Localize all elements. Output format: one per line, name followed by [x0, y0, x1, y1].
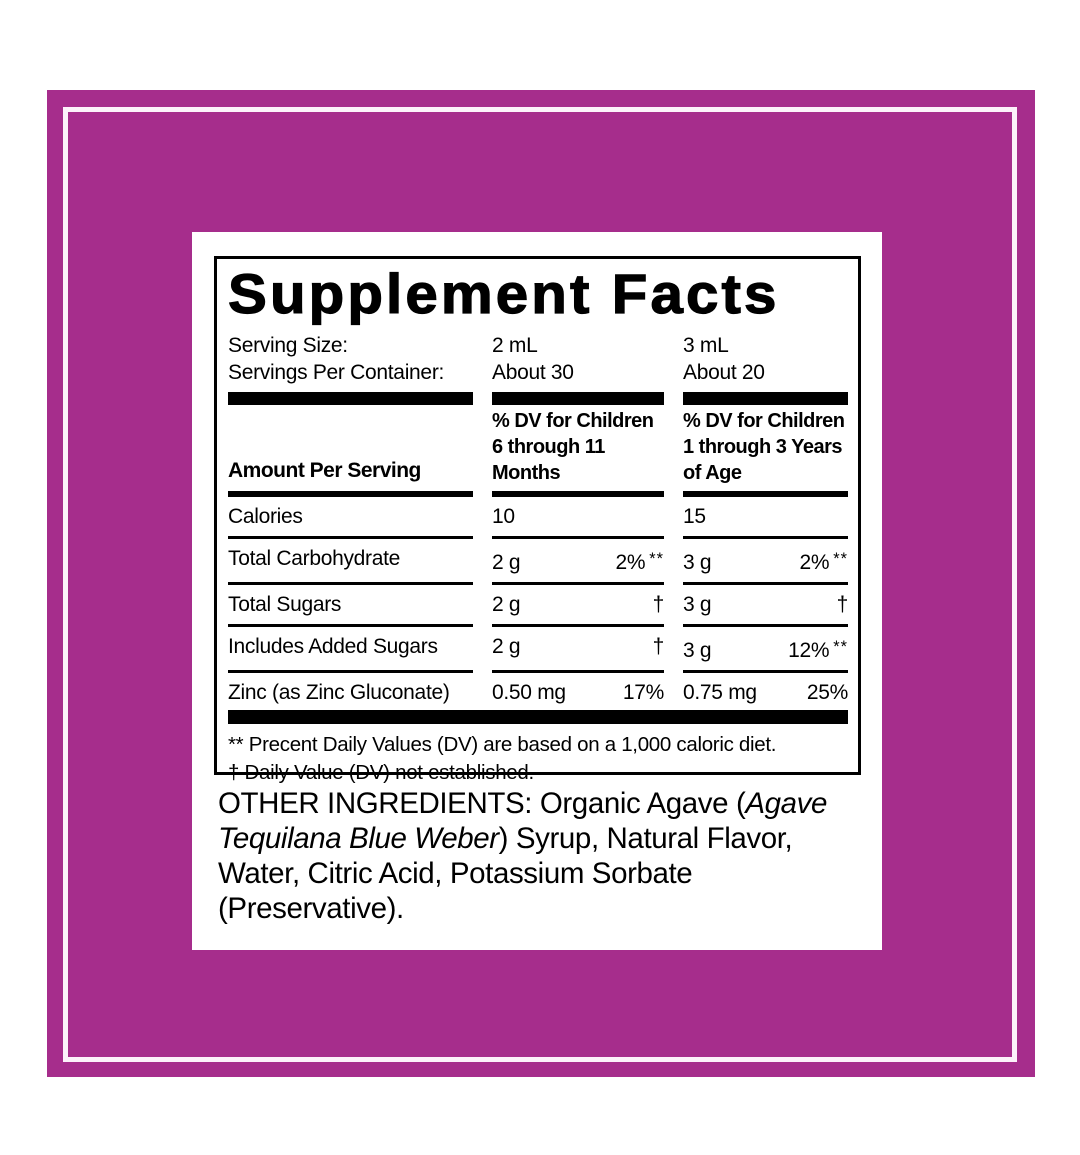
divider-bar — [228, 392, 473, 405]
nutrient-name: Includes Added Sugars — [228, 627, 473, 674]
divider-bar — [683, 392, 848, 405]
value-cell-6-11: 2 g 2% ** — [492, 539, 664, 586]
amount-value: 3 g — [683, 551, 712, 575]
serving-info-col-1-3-years: 3 mL About 20 — [683, 332, 848, 386]
other-ingredients-tail: ) Syrup, Natural Flavor, Water, Citric A… — [218, 822, 793, 925]
serving-info-col-6-11-months: 2 mL About 30 — [492, 332, 664, 386]
supplement-facts-box: Supplement Facts Serving Size: Servings … — [214, 256, 861, 784]
dv-value: 12% ** — [788, 638, 848, 663]
amount-value: 2 g — [492, 593, 521, 617]
supplement-facts-title: Supplement Facts — [227, 262, 780, 325]
footnote-dagger: † Daily Value (DV) not established. — [228, 761, 534, 785]
nutrient-name: Zinc (as Zinc Gluconate) — [228, 681, 450, 705]
dv-value: 17% — [622, 681, 664, 705]
table-header-row: Amount Per Serving % DV for Children 6 t… — [228, 408, 848, 486]
serving-info-labels: Serving Size: Servings Per Container: — [228, 332, 473, 386]
nutrient-name: Calories — [228, 497, 473, 539]
inset-border-line — [63, 107, 1017, 1062]
serving-size-value-1-3: 3 mL — [683, 334, 729, 357]
divider-bar — [683, 491, 848, 497]
dv-value: † — [652, 635, 665, 659]
dv-header-6-11-months: % DV for Children 6 through 11 Months — [492, 410, 654, 484]
table-row-added-sugars: Includes Added Sugars 2 g † 3 g 12% ** — [228, 627, 848, 674]
value-cell-1-3: 15 — [683, 497, 848, 539]
divider-bar — [492, 491, 664, 497]
divider-bar — [228, 491, 473, 497]
value-cell-1-3: 3 g † — [683, 585, 849, 628]
servings-count-1-3: About 20 — [683, 361, 765, 384]
bottom-divider-bar — [228, 710, 848, 725]
thick-divider-row — [228, 392, 848, 405]
amount-value: 15 — [683, 505, 706, 528]
value-cell-1-3: 3 g 2% ** — [683, 539, 848, 586]
footnotes: ** Precent Daily Values (DV) are based o… — [228, 731, 848, 787]
dv-value: 25% — [806, 681, 848, 705]
table-row-total-carbohydrate: Total Carbohydrate 2 g 2% ** 3 g 2% ** — [228, 539, 848, 586]
dv-value: † — [652, 593, 665, 617]
nutrient-name: Total Sugars — [228, 585, 473, 628]
value-cell-6-11: 2 g † — [492, 627, 665, 674]
footnote-percent-dv: ** Precent Daily Values (DV) are based o… — [228, 733, 777, 757]
dv-value: 2% ** — [615, 550, 664, 575]
amount-value: 10 — [492, 505, 515, 528]
other-ingredients-latin-name: Agave Tequilana Blue Weber — [218, 787, 828, 855]
servings-count-6-11: About 30 — [492, 361, 574, 384]
nutrient-name: Total Carbohydrate — [228, 539, 473, 586]
value-cell-1-3: 0.75 mg 25% — [683, 673, 848, 710]
serving-size-value-6-11: 2 mL — [492, 334, 538, 357]
amount-value: 0.75 mg — [683, 681, 757, 705]
serving-info: Serving Size: Servings Per Container: 2 … — [228, 332, 848, 386]
amount-value: 3 g — [683, 593, 712, 617]
amount-value: 3 g — [683, 639, 712, 663]
dv-value: † — [836, 593, 849, 617]
table-row-total-sugars: Total Sugars 2 g † 3 g † — [228, 585, 849, 628]
value-cell-1-3: 3 g 12% ** — [683, 627, 848, 674]
divider-bar — [492, 392, 664, 405]
serving-size-label: Serving Size: — [228, 334, 348, 357]
amount-value: 0.50 mg — [492, 681, 566, 705]
label-panel: Supplement Facts Serving Size: Servings … — [192, 232, 882, 950]
amount-value: 2 g — [492, 551, 521, 575]
table-row-calories: Calories 10 15 — [228, 497, 848, 539]
header-underline-row — [228, 491, 848, 497]
amount-value: 2 g — [492, 635, 521, 659]
dv-header-1-3-years: % DV for Children 1 through 3 Years of A… — [683, 410, 845, 484]
value-cell-6-11: 0.50 mg 17% — [492, 673, 664, 710]
table-row-zinc: Zinc (as Zinc Gluconate) 0.50 mg 17% 0.7… — [228, 673, 848, 710]
value-cell-6-11: 10 — [492, 497, 664, 539]
other-ingredients-paragraph: OTHER INGREDIENTS: Organic Agave (Agave … — [218, 786, 862, 926]
value-cell-6-11: 2 g † — [492, 585, 665, 628]
servings-per-container-label: Servings Per Container: — [228, 361, 445, 384]
other-ingredients-lead: OTHER INGREDIENTS: Organic Agave ( — [218, 787, 746, 820]
dv-value: 2% ** — [799, 550, 848, 575]
amount-per-serving-header: Amount Per Serving — [228, 459, 421, 482]
